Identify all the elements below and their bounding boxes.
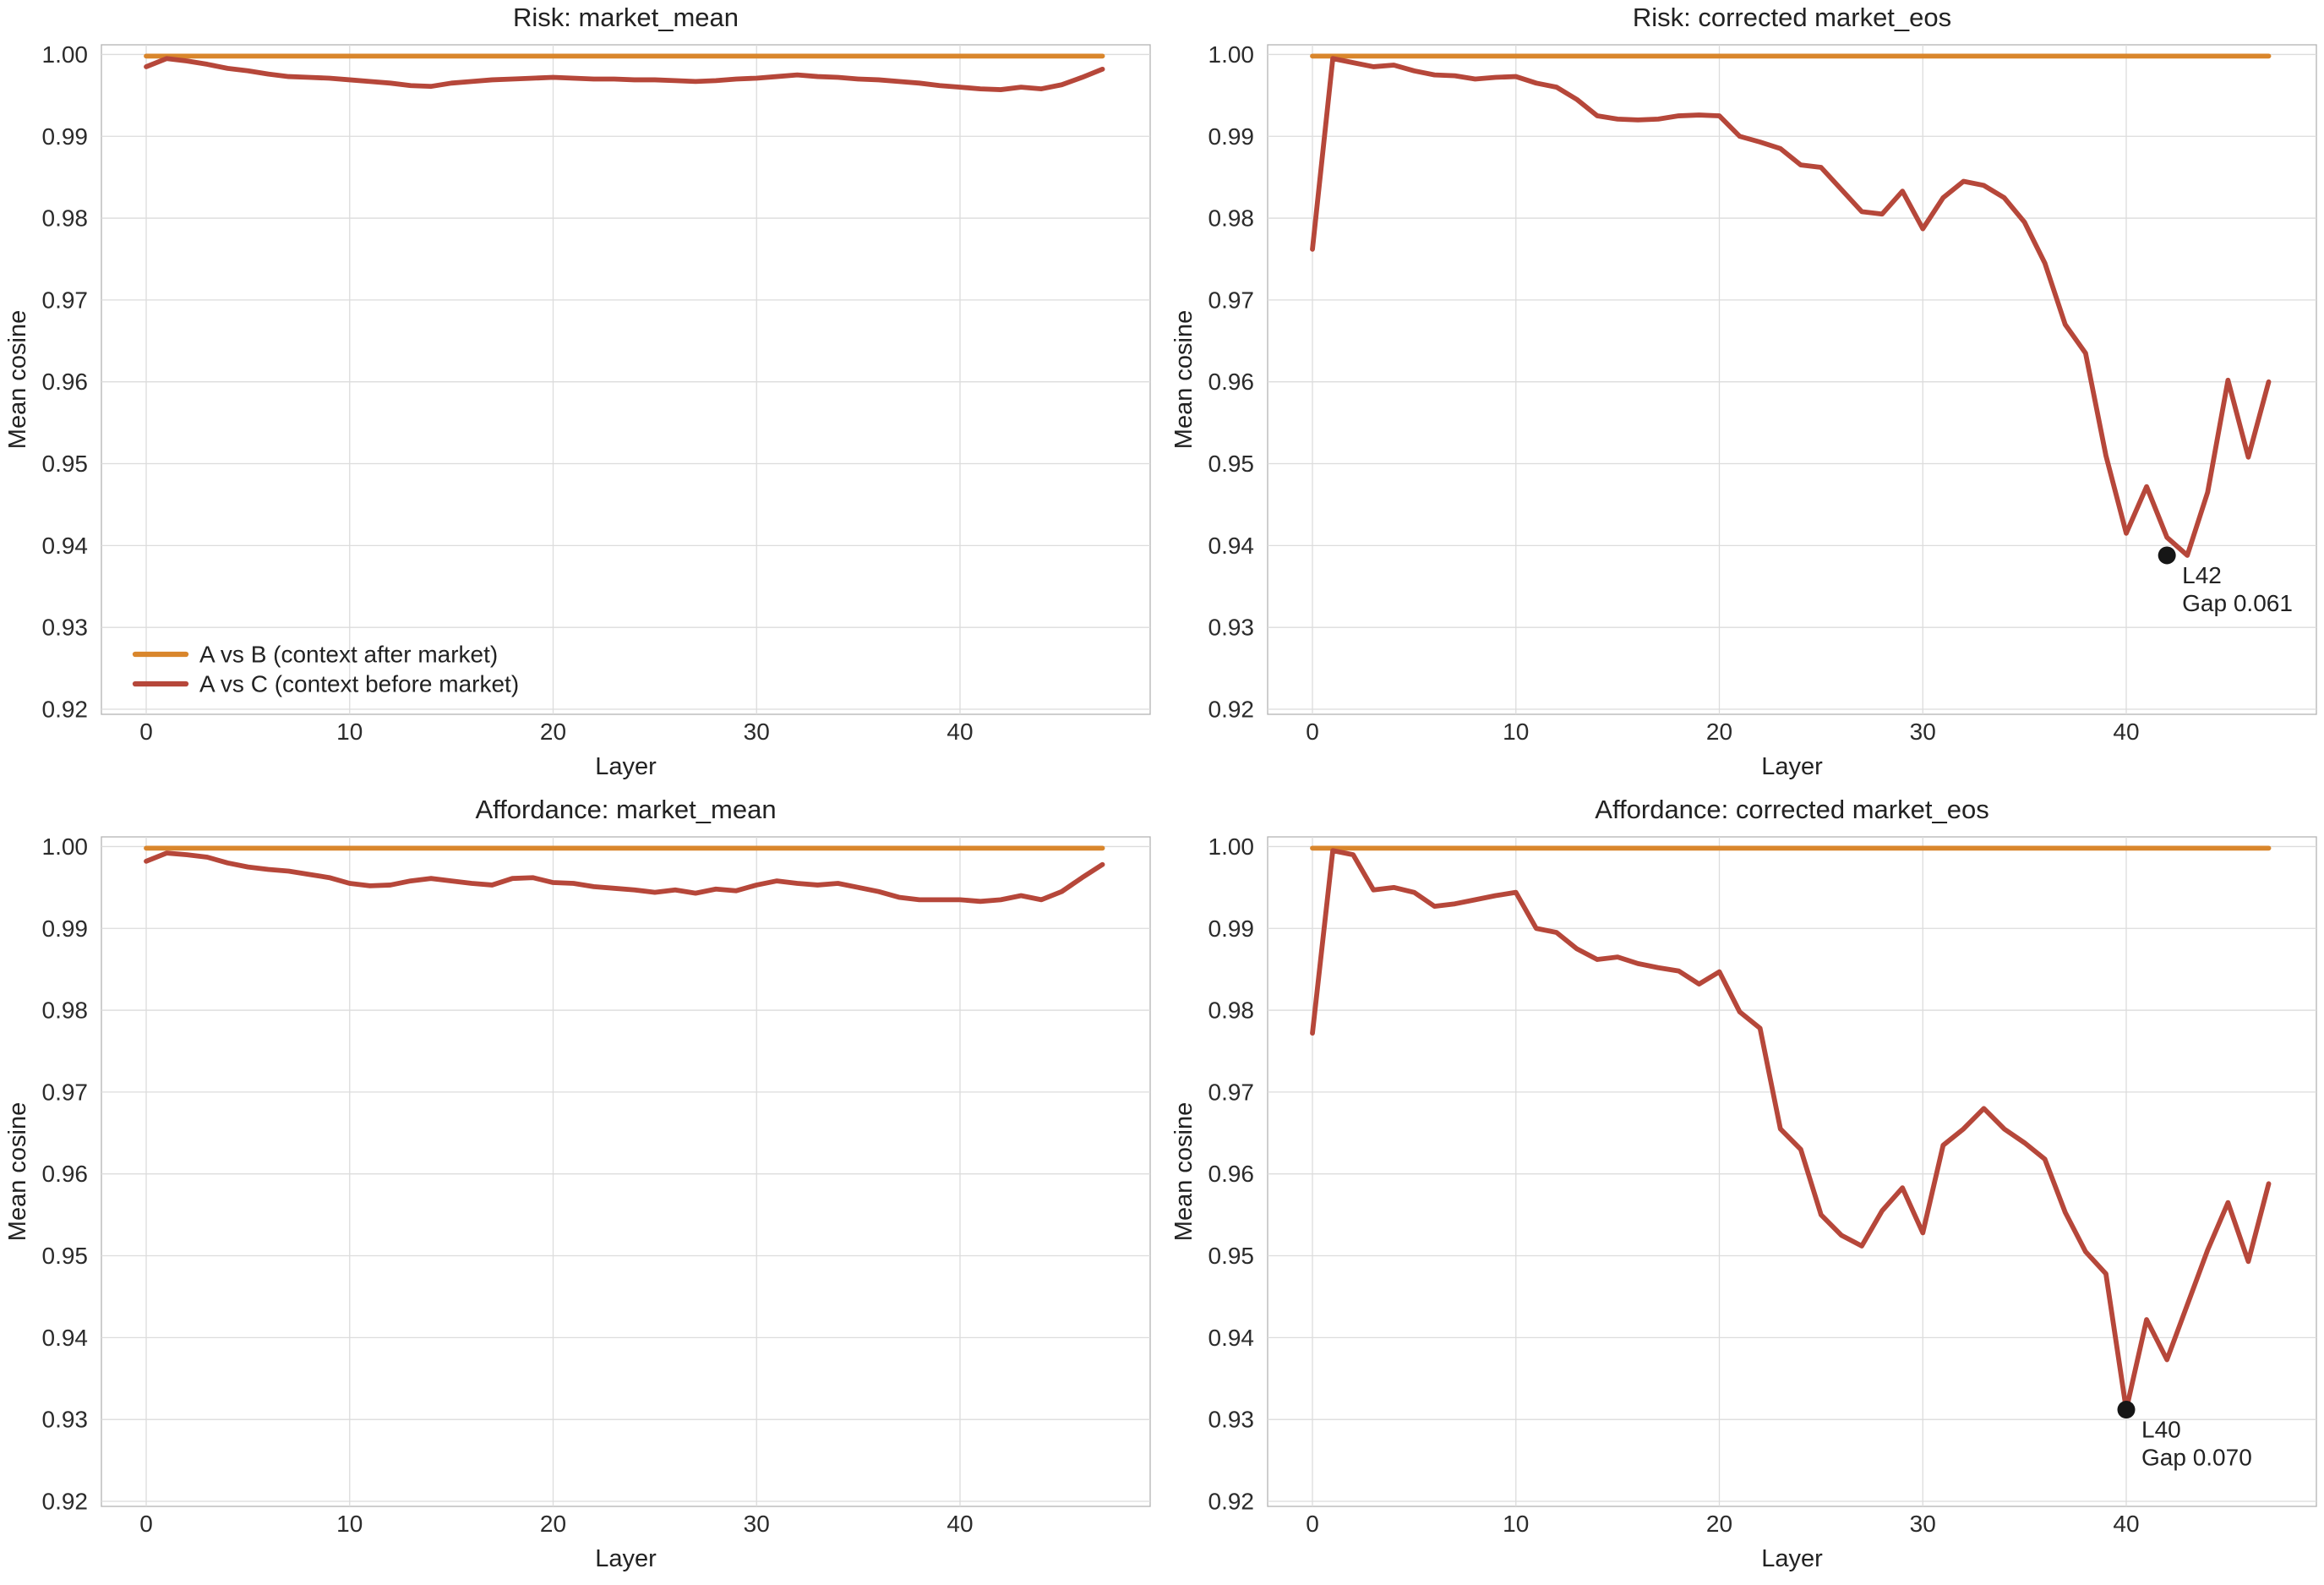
svg-text:0.92: 0.92 — [42, 1489, 89, 1515]
svg-text:10: 10 — [1503, 1511, 1529, 1537]
svg-text:Mean cosine: Mean cosine — [4, 310, 31, 449]
svg-text:0: 0 — [139, 719, 153, 745]
svg-text:Mean cosine: Mean cosine — [1170, 1102, 1197, 1241]
svg-text:0.95: 0.95 — [1208, 1243, 1255, 1269]
svg-text:0.98: 0.98 — [42, 997, 89, 1024]
svg-text:20: 20 — [540, 719, 566, 745]
svg-text:10: 10 — [1503, 719, 1529, 745]
svg-text:20: 20 — [1706, 719, 1732, 745]
svg-text:A vs B (context after market): A vs B (context after market) — [199, 642, 498, 668]
svg-text:1.00: 1.00 — [42, 41, 89, 68]
svg-text:0.93: 0.93 — [42, 1407, 89, 1433]
svg-text:0.95: 0.95 — [42, 451, 89, 477]
svg-text:0.94: 0.94 — [1208, 533, 1255, 559]
svg-text:1.00: 1.00 — [42, 833, 89, 860]
svg-text:0.99: 0.99 — [1208, 915, 1255, 942]
svg-text:30: 30 — [744, 719, 770, 745]
svg-text:0: 0 — [139, 1511, 153, 1537]
svg-text:0.92: 0.92 — [1208, 697, 1255, 723]
svg-text:1.00: 1.00 — [1208, 833, 1255, 860]
svg-text:Gap 0.070: Gap 0.070 — [2141, 1445, 2252, 1471]
svg-text:0.95: 0.95 — [42, 1243, 89, 1269]
svg-text:L42: L42 — [2182, 562, 2222, 588]
svg-text:0.96: 0.96 — [1208, 1161, 1255, 1187]
svg-text:Gap 0.061: Gap 0.061 — [2182, 590, 2293, 616]
svg-text:A vs C (context before market): A vs C (context before market) — [199, 671, 519, 697]
svg-text:0.96: 0.96 — [42, 369, 89, 395]
svg-text:0.98: 0.98 — [1208, 997, 1255, 1024]
svg-text:0.99: 0.99 — [42, 123, 89, 150]
svg-text:0.94: 0.94 — [1208, 1325, 1255, 1351]
svg-text:0.97: 0.97 — [1208, 287, 1255, 313]
svg-text:0.93: 0.93 — [1208, 615, 1255, 641]
svg-text:Risk: corrected market_eos: Risk: corrected market_eos — [1633, 3, 1951, 32]
svg-text:1.00: 1.00 — [1208, 41, 1255, 68]
svg-text:10: 10 — [336, 719, 363, 745]
svg-text:Layer: Layer — [595, 753, 657, 780]
svg-text:Layer: Layer — [1761, 1545, 1823, 1572]
svg-text:30: 30 — [744, 1511, 770, 1537]
svg-text:Layer: Layer — [1761, 753, 1823, 780]
svg-text:0.96: 0.96 — [1208, 369, 1255, 395]
svg-text:20: 20 — [1706, 1511, 1732, 1537]
svg-text:Risk: market_mean: Risk: market_mean — [513, 3, 739, 32]
svg-text:0: 0 — [1306, 1511, 1319, 1537]
svg-text:Mean cosine: Mean cosine — [1170, 310, 1197, 449]
svg-text:Mean cosine: Mean cosine — [4, 1102, 31, 1241]
svg-text:0: 0 — [1306, 719, 1319, 745]
svg-text:0.95: 0.95 — [1208, 451, 1255, 477]
svg-text:20: 20 — [540, 1511, 566, 1537]
svg-text:10: 10 — [336, 1511, 363, 1537]
svg-text:0.93: 0.93 — [1208, 1407, 1255, 1433]
svg-text:0.99: 0.99 — [42, 915, 89, 942]
svg-text:40: 40 — [947, 1511, 973, 1537]
svg-text:0.97: 0.97 — [1208, 1079, 1255, 1105]
svg-text:0.98: 0.98 — [42, 205, 89, 232]
svg-text:Layer: Layer — [595, 1545, 657, 1572]
svg-text:0.94: 0.94 — [42, 1325, 89, 1351]
svg-text:0.96: 0.96 — [42, 1161, 89, 1187]
svg-text:Affordance: corrected market_e: Affordance: corrected market_eos — [1595, 795, 1988, 824]
svg-text:0.99: 0.99 — [1208, 123, 1255, 150]
svg-text:30: 30 — [1910, 719, 1936, 745]
svg-text:0.97: 0.97 — [42, 1079, 89, 1105]
svg-text:30: 30 — [1910, 1511, 1936, 1537]
svg-text:0.94: 0.94 — [42, 533, 89, 559]
svg-text:L40: L40 — [2141, 1417, 2181, 1443]
svg-text:40: 40 — [2113, 1511, 2139, 1537]
svg-text:0.97: 0.97 — [42, 287, 89, 313]
svg-text:0.93: 0.93 — [42, 615, 89, 641]
svg-text:Affordance: market_mean: Affordance: market_mean — [475, 795, 776, 824]
svg-text:40: 40 — [2113, 719, 2139, 745]
svg-text:0.98: 0.98 — [1208, 205, 1255, 232]
svg-text:0.92: 0.92 — [1208, 1489, 1255, 1515]
svg-text:40: 40 — [947, 719, 973, 745]
svg-text:0.92: 0.92 — [42, 697, 89, 723]
